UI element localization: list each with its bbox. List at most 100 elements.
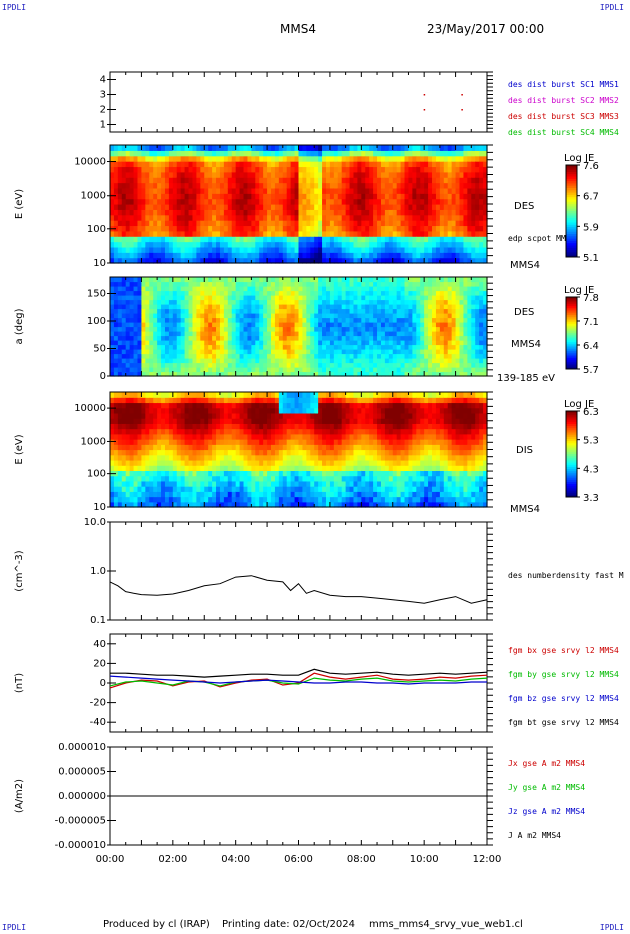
des-pitch-panel-cell (208, 340, 213, 346)
des-pitch-panel-cell (302, 326, 307, 332)
des-energy-panel-cell (204, 209, 209, 216)
des-energy-panel-cell (180, 150, 186, 157)
dis-energy-panel-cell (145, 407, 150, 414)
des-energy-panel-cell (329, 209, 335, 216)
des-pitch-panel-cell (310, 344, 315, 350)
des-energy-panel-cell (223, 246, 229, 253)
des-pitch-panel-cell (231, 290, 237, 296)
des-pitch-panel-cell (153, 295, 158, 301)
des-pitch-panel-cell (380, 326, 386, 332)
des-energy-panel-cell (267, 241, 272, 248)
des-pitch-panel-cell (121, 371, 127, 377)
des-energy-panel-cell (361, 182, 366, 189)
des-pitch-panel-cell (117, 371, 123, 377)
des-pitch-panel-cell (357, 299, 362, 305)
des-energy-panel-cell (247, 177, 252, 184)
des-pitch-panel-cell (282, 340, 288, 346)
des-pitch-panel-cell (404, 313, 410, 319)
des-energy-panel-cell (251, 225, 256, 232)
des-energy-panel-cell (141, 252, 146, 259)
des-pitch-panel-cell (329, 344, 335, 350)
des-pitch-panel-cell (294, 358, 300, 364)
des-energy-panel-cell (164, 198, 170, 205)
des-energy-panel-cell (314, 209, 319, 216)
des-energy-panel-cell (365, 230, 370, 237)
des-pitch-panel-cell (239, 313, 245, 319)
des-energy-panel-cell (314, 198, 319, 205)
des-pitch-panel-cell (373, 286, 378, 292)
des-pitch-colorbar-cell (566, 354, 577, 357)
dis-energy-panel-cell (164, 392, 170, 398)
des-energy-panel-cell (208, 246, 213, 253)
des-energy-panel-cell (294, 214, 300, 221)
des-energy-panel-cell (180, 236, 186, 243)
des-energy-panel-cell (361, 230, 366, 237)
des-pitch-panel-cell (212, 295, 217, 301)
des-pitch-panel-cell (274, 358, 280, 364)
des-pitch-panel-cell (439, 290, 445, 296)
des-pitch-panel-cell (424, 304, 429, 310)
des-energy-panel-cell (255, 198, 260, 205)
des-energy-panel-cell (337, 177, 343, 184)
des-pitch-panel-cell (153, 371, 158, 377)
des-energy-panel-cell (443, 187, 449, 194)
des-pitch-panel-cell (369, 367, 374, 373)
des-energy-panel-cell (475, 220, 480, 227)
des-energy-panel-cell (121, 225, 127, 232)
des-energy-panel-cell (416, 257, 421, 264)
des-pitch-panel-cell (141, 340, 146, 346)
des-energy-panel-cell (231, 257, 237, 264)
des-pitch-panel-cell (129, 331, 135, 337)
des-energy-panel-cell (392, 166, 398, 173)
des-pitch-panel-cell (259, 304, 264, 310)
des-energy-panel-cell (259, 225, 264, 232)
des-pitch-panel-cell (384, 281, 390, 287)
des-energy-panel-cell (400, 150, 406, 157)
des-energy-panel-cell (223, 187, 229, 194)
des-pitch-panel-cell (204, 326, 209, 332)
des-energy-panel-cell (129, 182, 135, 189)
des-energy-panel-cell (290, 145, 296, 151)
des-energy-panel-cell (290, 257, 296, 264)
des-pitch-panel-cell (412, 340, 417, 346)
des-pitch-panel-cell (302, 349, 307, 355)
des-energy-panel-cell (318, 161, 323, 168)
des-energy-panel-cell (392, 225, 398, 232)
des-energy-panel-cell (212, 241, 217, 248)
des-energy-panel-cell (483, 257, 488, 264)
des-pitch-colorbar-cell (566, 363, 577, 366)
des-pitch-panel-cell (286, 281, 292, 287)
des-pitch-colorbar-cell (566, 306, 577, 309)
des-pitch-panel-cell (435, 286, 441, 292)
des-energy-panel-cell (353, 187, 359, 194)
des-energy-panel-cell (168, 150, 174, 157)
des-pitch-panel-cell (349, 340, 355, 346)
des-energy-panel-cell (188, 166, 194, 173)
des-pitch-panel-cell (345, 344, 351, 350)
dis-energy-panel-cell (113, 418, 119, 424)
des-pitch-panel-cell (349, 353, 355, 359)
des-pitch-panel-cell (471, 322, 476, 328)
des-pitch-panel-cell (282, 358, 288, 364)
des-energy-panel-cell (475, 204, 480, 210)
des-pitch-panel-cell (380, 299, 386, 305)
des-pitch-panel-cell (267, 367, 272, 373)
des-energy-panel-cell (479, 145, 484, 151)
dis-energy-panel-cell (129, 465, 135, 472)
des-energy-panel-cell (286, 177, 292, 184)
des-energy-panel-cell (149, 150, 154, 157)
des-pitch-panel-cell (298, 331, 304, 337)
des-pitch-panel-cell (333, 304, 339, 310)
des-energy-panel-cell (380, 209, 386, 216)
des-energy-panel-cell (384, 155, 390, 162)
des-energy-panel-cell (267, 209, 272, 216)
des-energy-panel-cell (243, 209, 249, 216)
des-pitch-panel-cell (192, 358, 197, 364)
dis-energy-panel-cell (137, 402, 143, 409)
spacecraft-title: MMS4 (280, 22, 316, 36)
des-pitch-panel-cell (133, 340, 139, 346)
des-energy-panel-cell (271, 204, 276, 210)
des-energy-panel-cell (471, 198, 476, 205)
des-energy-panel-cell (365, 246, 370, 253)
des-energy-panel-cell (435, 257, 441, 264)
